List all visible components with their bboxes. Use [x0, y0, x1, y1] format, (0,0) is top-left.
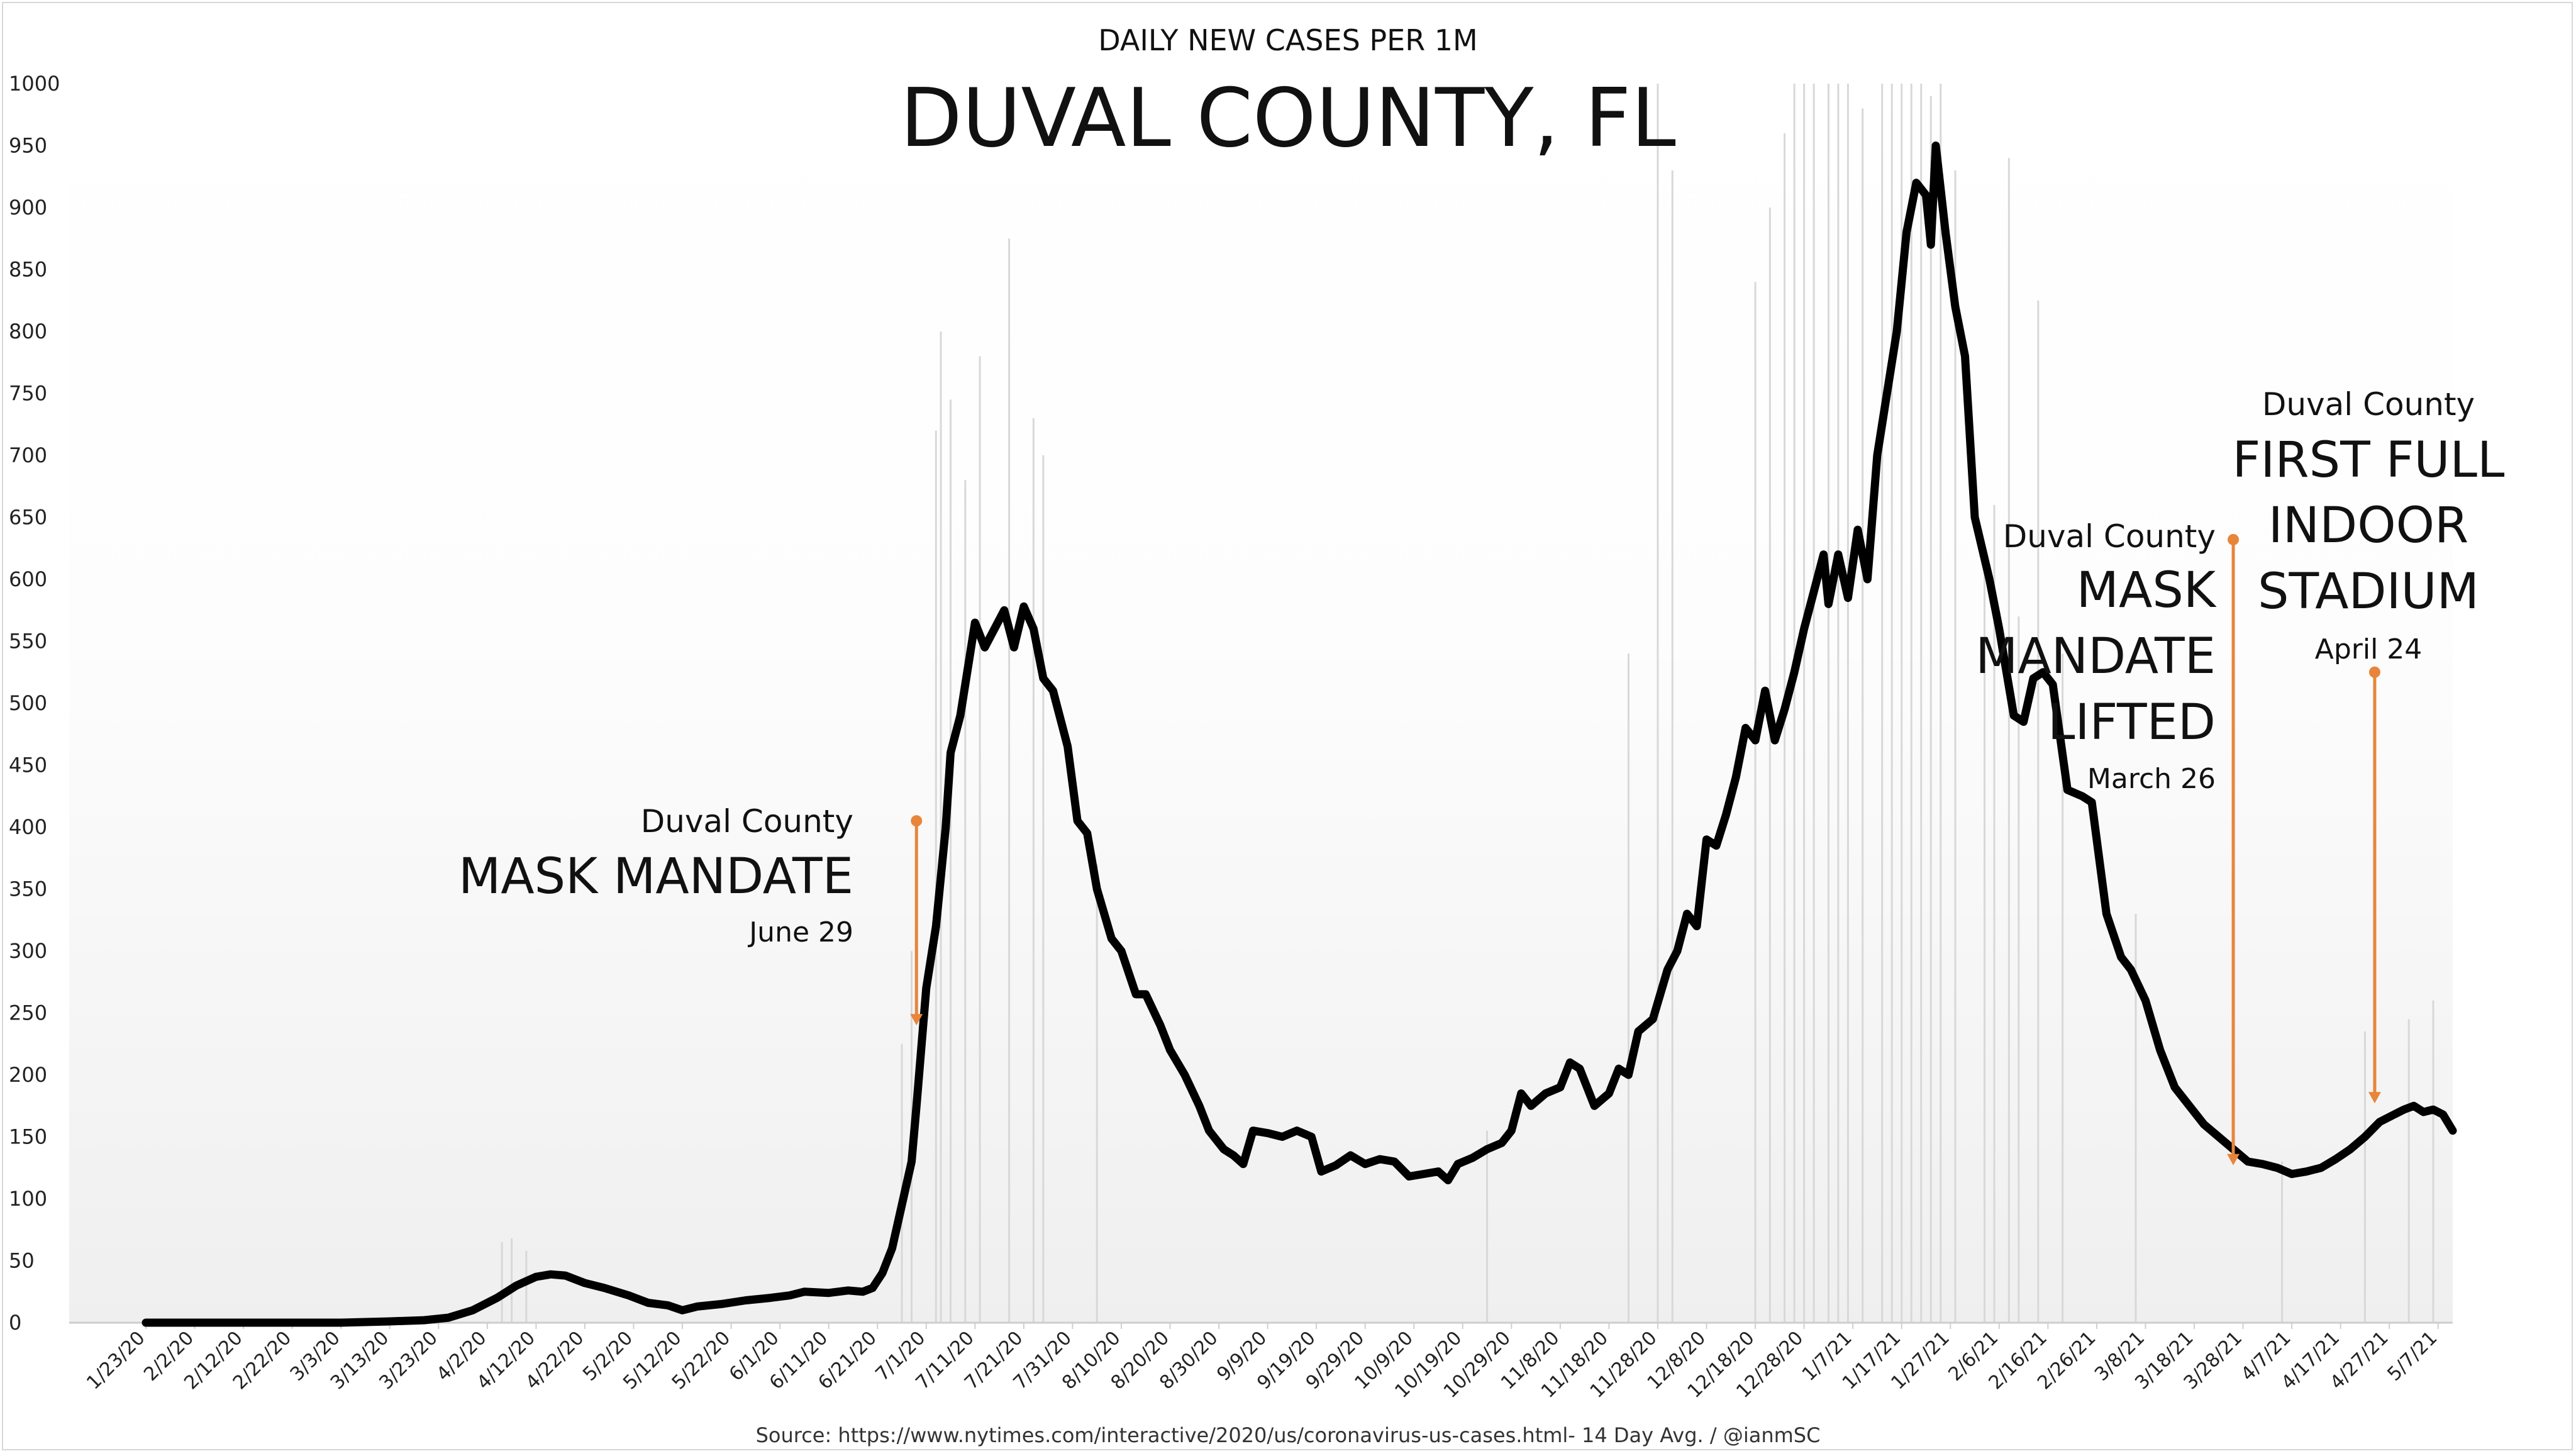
x-tick-label: 5/7/21: [2383, 1327, 2441, 1386]
y-tick-label: 150: [9, 1125, 47, 1149]
annotation-text: April 24: [2315, 633, 2423, 665]
annotation-text: MASK: [2077, 562, 2217, 619]
y-tick-label: 750: [9, 382, 47, 406]
y-tick-label: 450: [9, 753, 47, 777]
source-note: Source: https://www.nytimes.com/interact…: [756, 1423, 1821, 1447]
annotations: Duval County MASK MANDATE June 29 Duval Cou…: [458, 386, 2505, 1165]
y-tick-label: 600: [9, 567, 47, 591]
y-tick-label: 900: [9, 196, 47, 220]
annotation-text: STADIUM: [2258, 564, 2479, 620]
annotation-arrow-head: [2227, 1153, 2240, 1165]
annotation-text: Duval County: [2262, 386, 2475, 423]
chart-subtitle: DAILY NEW CASES PER 1M: [1098, 23, 1477, 57]
y-tick-label: 0: [9, 1311, 21, 1335]
y-tick-label: 100: [9, 1187, 47, 1211]
x-tick-label: 1/23/20: [82, 1327, 150, 1394]
annotation-text: MASK MANDATE: [458, 848, 853, 905]
annotation-text: MANDATE: [1975, 628, 2216, 685]
y-tick-label: 700: [9, 443, 47, 467]
annotation-arrow-head: [910, 1014, 923, 1026]
y-tick-label: 300: [9, 939, 47, 963]
y-tick-label: 200: [9, 1063, 47, 1087]
y-tick-label: 650: [9, 506, 47, 530]
annotation-text: June 29: [747, 916, 853, 948]
x-axis: 1/23/202/2/202/12/202/22/203/3/203/13/20…: [82, 1323, 2441, 1403]
y-tick-label: 400: [9, 815, 47, 839]
annotation-text: INDOOR: [2268, 497, 2468, 554]
y-tick-label: 350: [9, 877, 47, 901]
annotation-text: FIRST FULL: [2233, 432, 2505, 489]
y-tick-label: 50: [9, 1249, 35, 1273]
y-tick-label: 1000: [9, 72, 60, 96]
annotation-arrow-head: [2368, 1092, 2381, 1104]
y-tick-label: 250: [9, 1001, 47, 1025]
y-tick-label: 950: [9, 134, 47, 158]
y-tick-label: 800: [9, 320, 47, 343]
annotation-text: LIFTED: [2048, 694, 2216, 751]
chart-title: DUVAL COUNTY, FL: [900, 72, 1675, 165]
cases-line-series: [142, 142, 2457, 1327]
y-tick-label: 550: [9, 630, 47, 653]
annotation-text: Duval County: [2003, 518, 2216, 555]
background-bars: [501, 84, 2434, 1323]
y-tick-label: 850: [9, 258, 47, 282]
annotation-text: Duval County: [641, 803, 853, 840]
y-tick-label: 500: [9, 691, 47, 715]
y-axis: 0 50 100 150 200 250 300 350 400 450 500 550 600 650 7…: [9, 72, 60, 1335]
annotation-text: March 26: [2087, 763, 2216, 795]
cases-line: [142, 142, 2457, 1327]
